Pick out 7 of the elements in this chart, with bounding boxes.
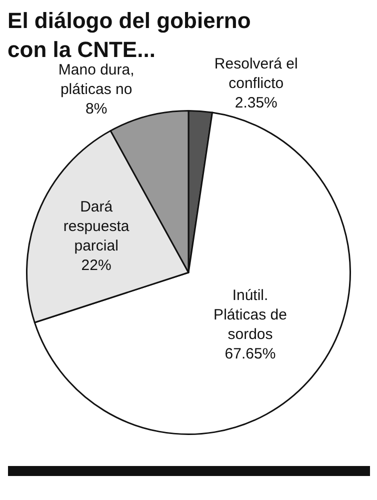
data-label: 22% (81, 256, 112, 274)
slice-label: Dará respuesta parcial (63, 198, 130, 254)
data-label: 8% (85, 100, 108, 118)
data-label: 67.65% (224, 345, 276, 362)
slice-label: Inútil. Pláticas de sordos (214, 286, 287, 343)
data-label: 2.35% (234, 94, 278, 112)
slice-label: Mano dura, pláticas no (58, 62, 134, 98)
